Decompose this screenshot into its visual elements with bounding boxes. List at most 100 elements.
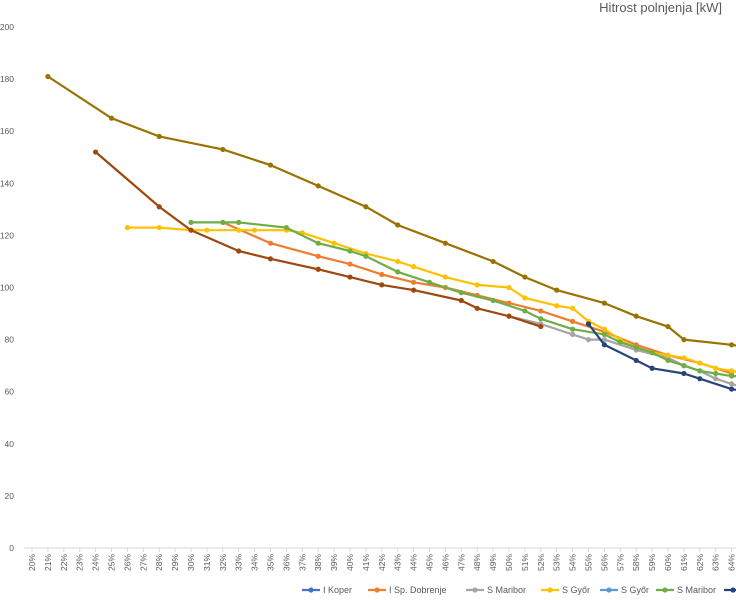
data-point [570, 318, 576, 324]
legend-marker [606, 587, 612, 593]
data-point [697, 360, 703, 366]
x-tick-label: 40% [345, 554, 355, 571]
data-point [283, 224, 289, 231]
data-point [395, 258, 401, 265]
data-point [411, 287, 417, 293]
series-line [191, 221, 736, 378]
data-point [347, 248, 353, 254]
x-tick-label: 50% [504, 554, 514, 571]
data-point [474, 282, 480, 288]
data-point [522, 274, 528, 280]
x-tick-label: 23% [75, 554, 85, 571]
data-point [156, 204, 162, 210]
data-point [204, 227, 210, 233]
data-point [347, 261, 353, 267]
x-tick-label: 34% [250, 554, 260, 571]
legend-item: I Koper [302, 585, 352, 595]
data-point [713, 370, 719, 377]
legend-item: S Győr [541, 585, 590, 595]
x-tick-label: 29% [170, 554, 180, 571]
x-tick-label: 42% [377, 554, 387, 571]
x-tick-label: 60% [663, 554, 673, 571]
data-point [601, 326, 608, 332]
data-point [729, 386, 735, 392]
data-point [236, 248, 242, 254]
data-point [570, 331, 576, 337]
legend-marker [662, 587, 668, 593]
data-point [665, 352, 671, 358]
data-point [538, 323, 544, 330]
x-tick-label: 31% [202, 554, 212, 571]
data-point [585, 321, 592, 327]
data-point [633, 357, 639, 364]
y-tick-label: 200 [0, 22, 14, 32]
y-tick-label: 180 [0, 74, 14, 84]
series-3 [124, 224, 736, 374]
x-tick-label: 33% [234, 554, 244, 571]
x-tick-label: 25% [107, 554, 117, 571]
x-tick-label: 39% [329, 554, 339, 571]
data-point [93, 149, 99, 155]
x-tick-label: 61% [679, 554, 689, 571]
x-tick-label: 47% [456, 554, 466, 571]
data-point [522, 295, 528, 301]
series-6 [585, 321, 736, 392]
data-point [315, 253, 321, 259]
x-tick-label: 52% [536, 554, 546, 571]
data-point [681, 363, 687, 369]
data-point [156, 133, 162, 140]
x-tick-label: 55% [584, 554, 594, 571]
x-tick-label: 24% [91, 554, 101, 571]
y-tick-label: 100 [0, 283, 14, 293]
x-tick-label: 63% [711, 554, 721, 571]
x-tick-label: 41% [361, 554, 371, 571]
x-tick-label: 22% [59, 554, 69, 571]
y-tick-label: 60 [5, 387, 15, 397]
data-point [124, 224, 130, 231]
data-point [490, 297, 496, 304]
legend-marker [547, 587, 553, 593]
data-point [713, 376, 719, 382]
x-tick-label: 27% [138, 554, 148, 571]
x-tick-label: 30% [186, 554, 196, 571]
data-point [713, 365, 719, 371]
data-point [506, 284, 512, 291]
x-tick-label: 20% [27, 554, 37, 571]
data-point [506, 313, 512, 319]
legend-label: S Maribor [487, 585, 526, 595]
data-point [315, 266, 321, 272]
data-point [681, 337, 687, 343]
y-tick-label: 140 [0, 178, 14, 188]
data-point [522, 308, 528, 314]
data-point [585, 337, 592, 343]
data-point [665, 357, 671, 364]
legend-marker [374, 587, 380, 593]
data-point [729, 373, 735, 379]
series-8 [45, 73, 736, 348]
legend-item: S Maribor [656, 585, 716, 595]
data-point [442, 240, 448, 246]
data-point [363, 253, 369, 259]
data-point [331, 240, 337, 246]
data-point [379, 271, 385, 278]
data-point [601, 300, 608, 306]
data-point [156, 224, 162, 231]
data-point [729, 342, 735, 348]
data-point [474, 305, 480, 311]
data-point [538, 308, 544, 314]
legend-label: S Győr [621, 585, 649, 595]
x-tick-label: 43% [393, 554, 403, 571]
legend-item [724, 587, 736, 593]
data-point [379, 282, 385, 288]
x-tick-label: 37% [297, 554, 307, 571]
data-point [315, 240, 321, 246]
data-point [617, 339, 623, 345]
data-point [649, 365, 655, 371]
data-point [363, 204, 369, 210]
x-tick-label: 57% [615, 554, 625, 571]
x-tick-label: 26% [122, 554, 132, 571]
data-point [395, 269, 401, 275]
x-tick-label: 36% [281, 554, 291, 571]
data-point [267, 240, 274, 246]
data-point [458, 297, 464, 304]
